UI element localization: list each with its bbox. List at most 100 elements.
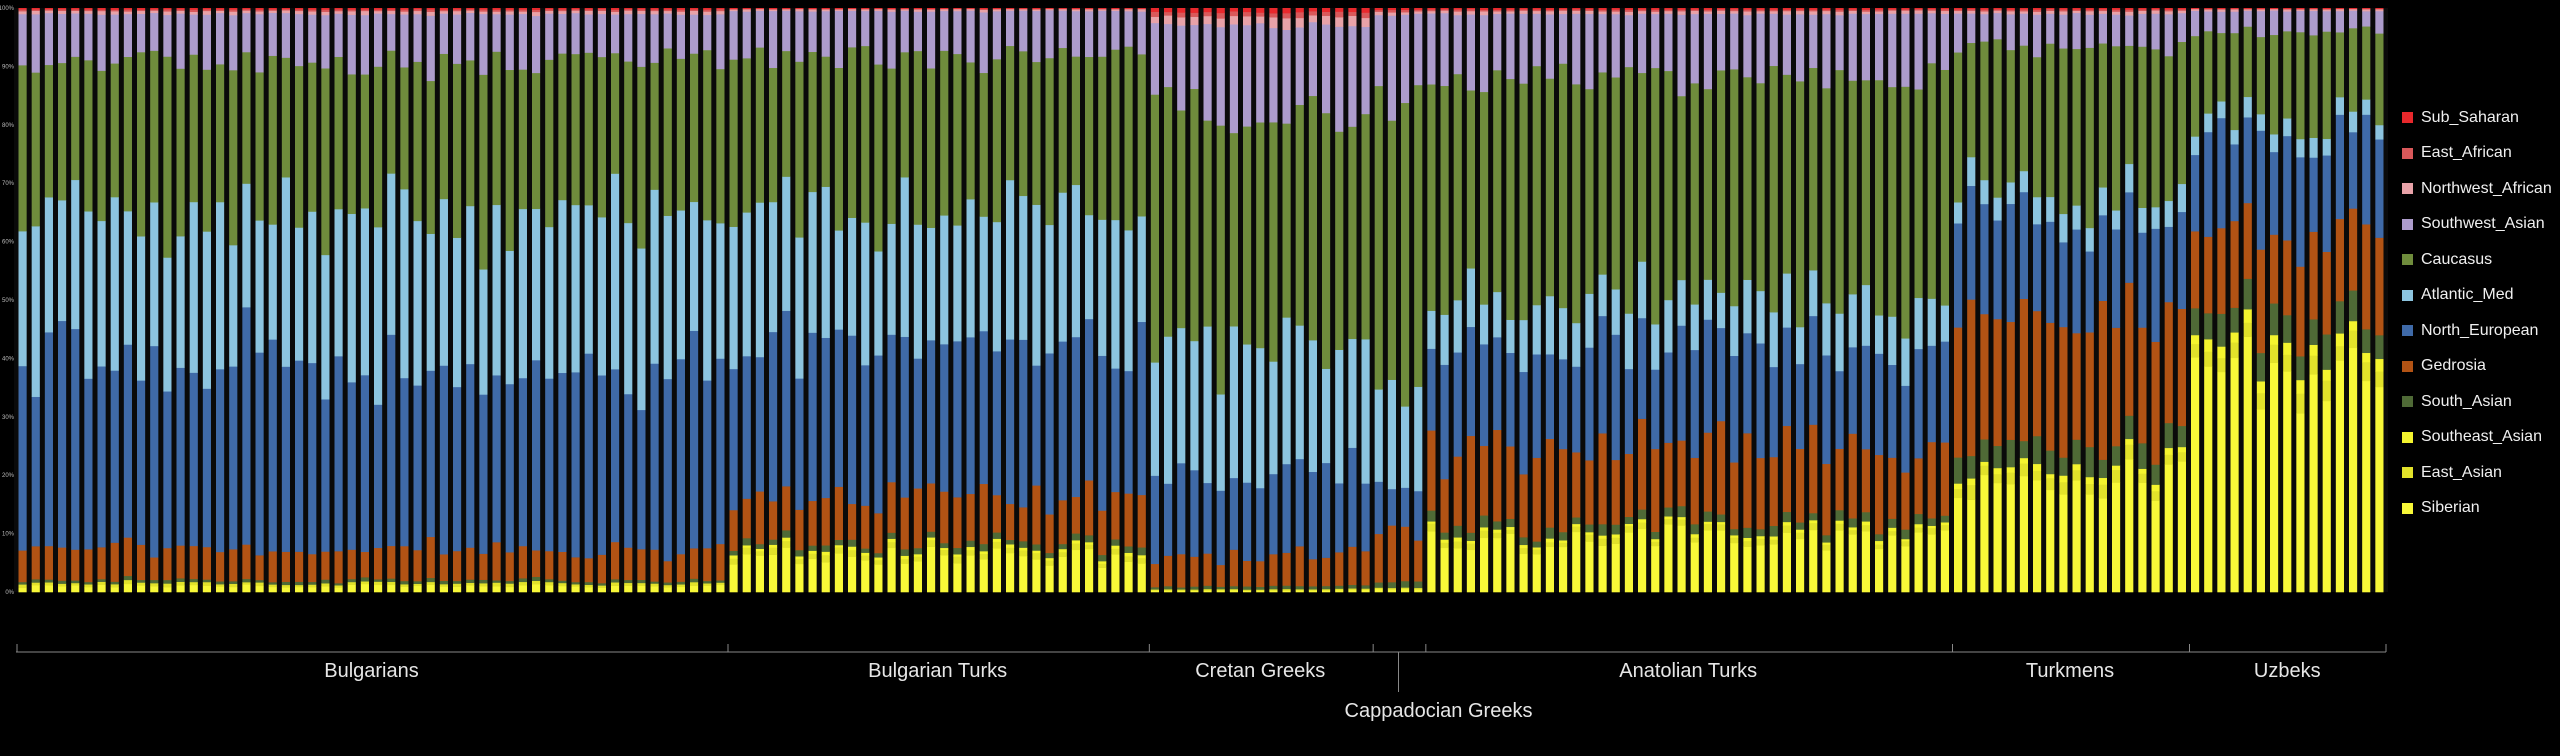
bar-segment-southwest-asian — [650, 14, 659, 63]
bar-segment-north-european — [334, 356, 343, 552]
bar-segment-southeast-asian — [1730, 535, 1739, 538]
bar-segment-north-european — [2362, 114, 2371, 225]
bar-segment-sub-saharan — [532, 8, 541, 10]
bar-segment-northwest-african — [1519, 10, 1528, 14]
bar-segment-south-asian — [2204, 313, 2213, 340]
bar-segment-gedrosia — [2072, 333, 2081, 440]
bar-segment-sub-saharan — [84, 8, 93, 10]
bar-segment-sub-saharan — [97, 8, 106, 10]
bar-segment-southwest-asian — [1940, 13, 1949, 70]
bar-segment-sub-saharan — [716, 8, 725, 10]
bar-segment-south-asian — [2309, 319, 2318, 345]
bar-segment-south-asian — [2230, 307, 2239, 333]
bar-segment-southwest-asian — [834, 10, 843, 69]
bar-segment-south-asian — [1769, 525, 1778, 537]
bar-segment-gedrosia — [479, 553, 488, 580]
bar-segment-south-asian — [1124, 546, 1133, 553]
bar-segment-northwest-african — [1150, 16, 1159, 24]
bar-segment-gedrosia — [1137, 494, 1146, 548]
bar-segment-north-european — [1387, 488, 1396, 526]
bar-segment-east-asian — [1111, 548, 1120, 555]
bar-segment-east-african — [2283, 8, 2292, 10]
bar-segment-east-african — [1322, 11, 1331, 16]
bar-segment-southwest-asian — [703, 14, 712, 51]
bar-segment-east-asian — [1585, 534, 1594, 542]
bar-segment-south-asian — [347, 578, 356, 583]
bar-segment-north-european — [900, 336, 909, 498]
bar-segment-siberian — [295, 586, 304, 593]
bar-segment-caucasus — [1835, 69, 1844, 314]
bar-segment-southwest-asian — [611, 14, 620, 54]
bar-segment-east-asian — [1006, 547, 1015, 554]
bar-segment-caucasus — [1848, 80, 1857, 295]
bar-segment-east-african — [1927, 8, 1936, 11]
bar-segment-atlantic-med — [979, 216, 988, 332]
bar-segment-atlantic-med — [913, 224, 922, 359]
bar-segment-north-european — [308, 362, 317, 555]
bar-segment-southwest-asian — [255, 14, 264, 73]
bar-segment-northwest-african — [44, 10, 53, 14]
bar-segment-gedrosia — [1545, 438, 1554, 528]
bar-segment-south-asian — [1058, 543, 1067, 550]
bar-segment-east-asian — [123, 579, 132, 585]
bar-segment-atlantic-med — [439, 198, 448, 366]
bar-segment-gedrosia — [1322, 557, 1331, 587]
bar-segment-south-asian — [1466, 532, 1475, 541]
bar-segment-north-european — [1361, 483, 1370, 552]
bar-segment-north-european — [439, 365, 448, 555]
bar-segment-east-african — [1835, 9, 1844, 12]
bar-segment-gedrosia — [308, 553, 317, 583]
bar-segment-gedrosia — [584, 558, 593, 583]
bar-segment-northwest-african — [1335, 17, 1344, 27]
bar-segment-north-european — [2283, 135, 2292, 241]
bar-segment-southwest-asian — [887, 11, 896, 69]
bar-segment-east-asian — [360, 581, 369, 585]
bar-segment-gedrosia — [202, 546, 211, 580]
bar-segment-caucasus — [821, 56, 830, 187]
bar-segment-sub-saharan — [1782, 8, 1791, 10]
bar-segment-caucasus — [479, 74, 488, 270]
bar-segment-northwest-african — [1164, 15, 1173, 25]
bar-segment-south-asian — [1374, 582, 1383, 588]
bar-segment-sub-saharan — [611, 8, 620, 10]
bar-segment-east-african — [1085, 8, 1094, 10]
bar-segment-east-african — [1848, 9, 1857, 11]
bar-segment-south-asian — [834, 539, 843, 546]
bar-segment-south-asian — [268, 582, 277, 585]
bar-segment-siberian — [1611, 543, 1620, 593]
bar-segment-atlantic-med — [189, 201, 198, 373]
bar-segment-siberian — [663, 587, 672, 593]
bar-segment-east-asian — [2085, 483, 2094, 495]
bar-segment-east-asian — [1045, 560, 1054, 566]
bar-segment-sub-saharan — [466, 8, 475, 10]
bar-segment-sub-saharan — [1598, 8, 1607, 10]
bar-segment-south-asian — [2283, 315, 2292, 343]
bar-segment-south-asian — [966, 540, 975, 548]
bar-segment-atlantic-med — [2217, 101, 2226, 119]
bar-segment-northwest-african — [1466, 10, 1475, 15]
bar-segment-siberian — [1453, 548, 1462, 593]
bar-segment-east-african — [202, 9, 211, 12]
bar-segment-northwest-african — [150, 10, 159, 14]
bar-segment-east-african — [58, 9, 67, 12]
bar-segment-southwest-asian — [1927, 13, 1936, 64]
bar-segment-sub-saharan — [650, 8, 659, 10]
legend-item-northwest-african: Northwest_African — [2402, 171, 2552, 207]
bar-segment-east-asian — [611, 582, 620, 586]
bar-segment-gedrosia — [1730, 462, 1739, 530]
bar-segment-southeast-asian — [1559, 540, 1568, 543]
bar-segment-atlantic-med — [637, 248, 646, 411]
bar-segment-siberian — [150, 586, 159, 593]
bar-segment-gedrosia — [1440, 478, 1449, 533]
bar-segment-gedrosia — [453, 550, 462, 582]
bar-segment-gedrosia — [927, 483, 936, 532]
bar-segment-east-african — [808, 8, 817, 10]
bar-segment-south-asian — [1256, 586, 1265, 590]
bar-segment-east-african — [940, 8, 949, 10]
bar-segment-sub-saharan — [2072, 8, 2081, 10]
bar-segment-caucasus — [1374, 85, 1383, 390]
bar-segment-sub-saharan — [1006, 8, 1015, 9]
bar-segment-east-asian — [676, 584, 685, 588]
bar-segment-east-african — [18, 9, 27, 12]
bar-segment-gedrosia — [1361, 551, 1370, 586]
